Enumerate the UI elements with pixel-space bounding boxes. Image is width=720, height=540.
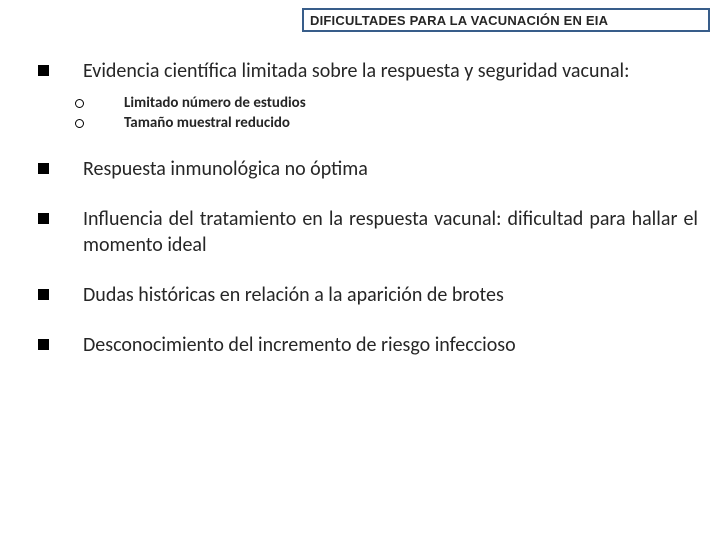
square-bullet-icon [38, 339, 49, 350]
item-text: Evidencia científica limitada sobre la r… [83, 58, 698, 84]
slide-title: DIFICULTADES PARA LA VACUNACIÓN EN EIA [310, 13, 608, 28]
circle-bullet-icon [75, 119, 84, 128]
content-area: Evidencia científica limitada sobre la r… [22, 58, 698, 368]
list-item: Respuesta inmunológica no óptima [22, 156, 698, 182]
sub-list-item: Limitado número de estudios [22, 94, 698, 112]
list-item: Influencia del tratamiento en la respues… [22, 206, 698, 258]
sub-item-text: Limitado número de estudios [124, 94, 306, 112]
square-bullet-icon [38, 65, 49, 76]
circle-bullet-icon [75, 99, 84, 108]
square-bullet-icon [38, 289, 49, 300]
square-bullet-icon [38, 163, 49, 174]
list-item: Desconocimiento del incremento de riesgo… [22, 332, 698, 358]
item-text: Dudas históricas en relación a la aparic… [83, 282, 698, 308]
sub-list-item: Tamaño muestral reducido [22, 114, 698, 132]
sub-list: Limitado número de estudios Tamaño muest… [22, 94, 698, 132]
item-text: Influencia del tratamiento en la respues… [83, 206, 698, 258]
square-bullet-icon [38, 213, 49, 224]
list-item: Dudas históricas en relación a la aparic… [22, 282, 698, 308]
sub-item-text: Tamaño muestral reducido [124, 114, 290, 132]
item-text: Respuesta inmunológica no óptima [83, 156, 698, 182]
list-item: Evidencia científica limitada sobre la r… [22, 58, 698, 84]
title-bar: DIFICULTADES PARA LA VACUNACIÓN EN EIA [302, 8, 710, 32]
item-text: Desconocimiento del incremento de riesgo… [83, 332, 698, 358]
